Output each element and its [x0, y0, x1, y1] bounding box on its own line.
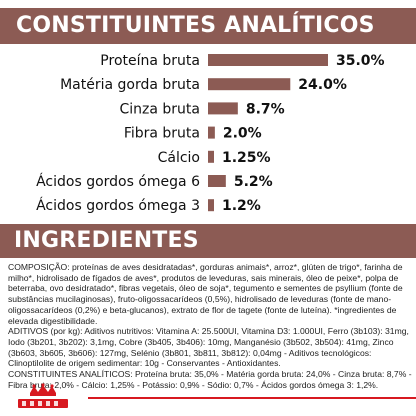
data-label: 1.25%	[222, 150, 271, 166]
bar	[208, 54, 328, 66]
tick-label: Matéria gorda bruta	[60, 77, 200, 93]
analytical-summary-text: CONSTITUINTES ANALÍTICOS: Proteína bruta…	[8, 369, 412, 390]
tick-label: Proteína bruta	[100, 53, 200, 69]
data-label: 1.2%	[222, 198, 261, 214]
composition-text: COMPOSIÇÃO: proteínas de aves desidratad…	[8, 262, 403, 326]
tick-label: Ácidos gordos ómega 6	[36, 173, 200, 190]
data-label: 8.7%	[246, 101, 285, 117]
tick-label: Fibra bruta	[124, 126, 200, 142]
bar	[208, 78, 291, 91]
bar	[208, 175, 226, 187]
data-label: 35.0%	[336, 53, 385, 69]
bar	[208, 126, 215, 139]
royal-canin-crown-logo-icon	[18, 383, 68, 408]
ingredients-header: INGREDIENTES	[0, 224, 416, 258]
tick-label: Cálcio	[158, 150, 200, 166]
additives-text: ADITIVOS (por kg): Aditivos nutritivos: …	[8, 326, 409, 369]
bar	[208, 150, 214, 163]
data-label: 2.0%	[223, 126, 262, 142]
footer-divider	[88, 397, 416, 399]
bar	[208, 199, 214, 212]
ingredients-text: COMPOSIÇÃO: proteínas de aves desidratad…	[8, 262, 412, 390]
data-label: 24.0%	[298, 77, 347, 93]
data-label: 5.2%	[234, 174, 273, 190]
analytical-constituents-header: CONSTITUINTES ANALÍTICOS	[0, 8, 416, 44]
tick-label: Ácidos gordos ómega 3	[36, 197, 200, 214]
tick-label: Cinza bruta	[120, 101, 201, 117]
bar	[208, 102, 238, 115]
nutrient-bar-chart: Proteína bruta 35.0% Matéria gorda bruta 24…	[36, 53, 385, 214]
